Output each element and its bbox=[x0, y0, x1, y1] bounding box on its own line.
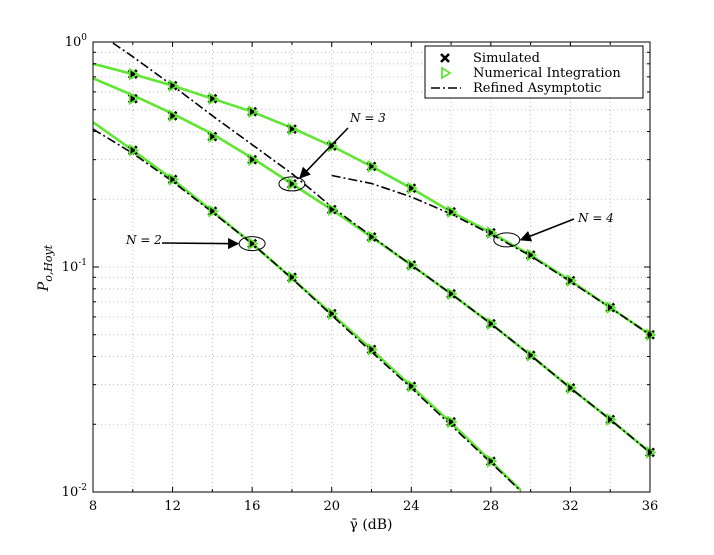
numerical-marker bbox=[208, 204, 219, 218]
numerical-marker bbox=[367, 230, 379, 244]
numerical-marker bbox=[566, 381, 577, 395]
numerical-marker bbox=[487, 317, 498, 331]
numerical-marker bbox=[288, 270, 299, 284]
numerical-marker bbox=[646, 445, 657, 459]
numerical-marker bbox=[367, 159, 379, 173]
numerical-marker bbox=[248, 105, 259, 119]
x-tick-label: 24 bbox=[403, 499, 420, 514]
y-tick-label: 10-2 bbox=[62, 483, 87, 500]
numerical-marker bbox=[288, 122, 299, 136]
numerical-marker bbox=[248, 237, 259, 251]
numerical-marker bbox=[248, 153, 259, 167]
annotation-arrow bbox=[161, 237, 240, 250]
annotation-label: N = 4 bbox=[577, 211, 614, 225]
numerical-marker bbox=[487, 454, 498, 468]
axis-ticks: 8 12 16 20 24 28 32 36 100 10-1 10-2 bbox=[62, 33, 659, 514]
numerical-marker bbox=[327, 203, 339, 217]
x-tick-label: 32 bbox=[562, 499, 579, 514]
numerical-marker bbox=[367, 343, 379, 356]
y-tick-label: 10-1 bbox=[62, 258, 87, 275]
series-lines bbox=[92, 42, 651, 492]
numerical-marker bbox=[168, 109, 180, 123]
legend-label-numerical: Numerical Integration bbox=[473, 66, 621, 81]
numerical-marker bbox=[487, 226, 498, 240]
axis-labels: γ̄ (dB) Po,Hoyt bbox=[36, 244, 393, 533]
numerical-marker bbox=[606, 413, 617, 426]
x-tick-label: 28 bbox=[483, 499, 500, 514]
numerical-marker bbox=[566, 274, 577, 288]
annotation-arrow bbox=[519, 218, 575, 242]
legend-box bbox=[424, 45, 644, 99]
x-tick-label: 20 bbox=[323, 499, 340, 514]
y-axis-label: Po,Hoyt bbox=[36, 244, 55, 292]
numerical-marker bbox=[526, 348, 538, 362]
legend-simulated-icon bbox=[440, 53, 450, 63]
numerical-marker bbox=[447, 415, 458, 429]
asymptotic-line-3 bbox=[112, 42, 651, 454]
annotation-ellipse bbox=[278, 176, 306, 192]
numerical-marker bbox=[288, 177, 299, 191]
numerical-marker bbox=[208, 92, 219, 106]
numerical-marker bbox=[526, 248, 538, 262]
legend-numerical-icon bbox=[441, 66, 452, 80]
numerical-marker bbox=[128, 92, 140, 106]
x-tick-label: 8 bbox=[89, 499, 97, 514]
numerical-marker bbox=[168, 172, 180, 186]
numerical-marker bbox=[606, 301, 617, 315]
numerical-marker bbox=[407, 181, 418, 195]
numerical-marker bbox=[327, 307, 339, 321]
x-tick-label: 12 bbox=[164, 499, 181, 514]
numerical-marker bbox=[407, 258, 418, 272]
numerical-marker bbox=[128, 67, 140, 81]
numerical-marker bbox=[128, 143, 140, 157]
annotation-arrow bbox=[299, 127, 349, 179]
x-axis-label: γ̄ (dB) bbox=[350, 517, 393, 533]
legend-label-asymptotic: Refined Asymptotic bbox=[473, 81, 601, 96]
numerical-marker bbox=[168, 79, 180, 93]
y-tick-label: 100 bbox=[65, 33, 88, 50]
numerical-marker bbox=[447, 205, 458, 219]
numerical-marker bbox=[208, 130, 219, 143]
numerical-marker bbox=[447, 287, 458, 301]
annotation-label: N = 2 bbox=[125, 233, 162, 247]
annotations: N = 2 N = 3 N = 4 bbox=[125, 111, 614, 252]
x-axis-label-text: γ̄ (dB) bbox=[350, 517, 393, 533]
x-tick-label: 36 bbox=[642, 499, 659, 514]
annotation-label: N = 3 bbox=[349, 111, 386, 125]
asymptotic-line-2 bbox=[92, 128, 522, 492]
numerical-marker bbox=[407, 379, 418, 393]
grid bbox=[93, 42, 650, 492]
legend-label-simulated: Simulated bbox=[473, 51, 540, 66]
x-tick-label: 16 bbox=[244, 499, 261, 514]
